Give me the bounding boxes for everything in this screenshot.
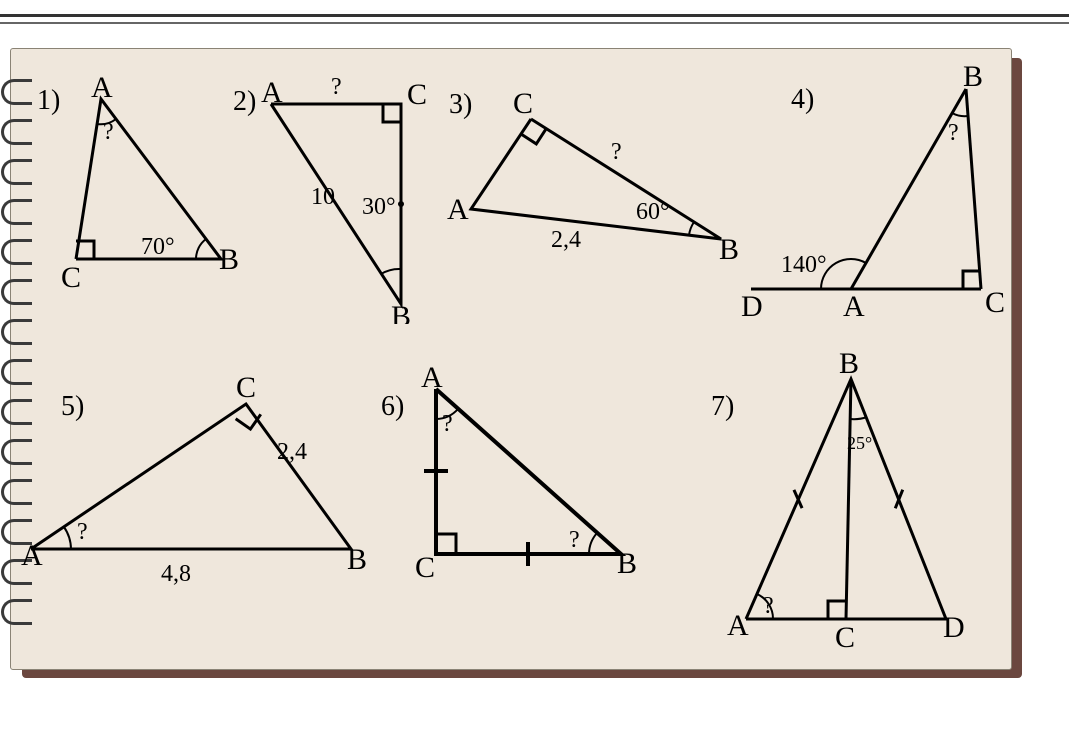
spiral-coil [1, 79, 32, 105]
worksheet-page: 1) A B C 70° ? 2) A C B ? [0, 0, 1069, 736]
problem-7-vertex-d: D [943, 611, 965, 644]
problem-6-vertex-a: A [421, 361, 443, 394]
problem-2-vertex-c: C [407, 78, 427, 111]
problem-6-right-angle-mark [436, 534, 456, 554]
problem-4-number: 4) [791, 84, 814, 115]
problem-4-side-bc [966, 89, 981, 289]
problem-4-angle-b-unknown: ? [948, 120, 959, 146]
problem-7-vertex-c: C [835, 621, 855, 649]
problem-6-vertex-c: C [415, 551, 435, 584]
problem-4-vertex-b: B [963, 64, 983, 93]
problem-5-vertex-c: C [236, 371, 256, 404]
problem-3-ab-value: 2,4 [551, 227, 581, 253]
problem-5-figure: 5) A B C ? 2,4 4,8 [21, 359, 381, 589]
problem-4-exterior-angle-value: 140° [781, 252, 827, 278]
problem-5-ab-value: 4,8 [161, 561, 191, 587]
problem-6-angle-b-unknown: ? [569, 527, 580, 553]
problem-3-vertex-b: B [719, 233, 739, 266]
problem-3-figure: 3) C A B ? 60° 2,4 [441, 69, 741, 269]
problem-5-vertex-b: B [347, 543, 367, 576]
spiral-coil [1, 239, 32, 265]
problem-4-figure: 4) D A C B 140° ? [741, 64, 1011, 324]
problem-6-angle-a-unknown: ? [442, 411, 453, 437]
problem-5-cb-value: 2,4 [277, 439, 307, 465]
problem-1-vertex-a: A [91, 71, 113, 104]
problem-4-right-angle-mark [963, 271, 981, 289]
problem-6-angle-b-arc [589, 533, 597, 554]
problem-2-figure: 2) A C B ? 10 30° [231, 64, 451, 324]
problem-2-ac-unknown: ? [331, 74, 342, 100]
problem-7-angle-b-arc [850, 417, 867, 419]
problem-2-ab-value: 10 [311, 184, 335, 210]
problem-3-triangle [471, 119, 721, 239]
problem-3-vertex-c: C [513, 87, 533, 120]
problem-3-right-angle-mark [521, 119, 546, 144]
problem-2-angle-b-arc [381, 269, 401, 274]
problem-4-vertex-a: A [843, 290, 865, 323]
problem-2-dot [398, 201, 404, 207]
problem-3-cb-unknown: ? [611, 139, 622, 165]
problem-6-triangle [436, 389, 621, 554]
problem-2-vertex-a: A [261, 76, 283, 109]
problem-7-vertex-a: A [727, 609, 749, 642]
problem-4-vertex-c: C [985, 286, 1005, 319]
problem-4-vertex-d: D [741, 290, 763, 323]
problem-5-number: 5) [61, 391, 84, 422]
problem-5-vertex-a: A [21, 539, 43, 572]
problem-4-angle-b-arc [952, 113, 968, 116]
problem-3-angle-b-arc [689, 222, 694, 235]
problem-7-right-angle-mark [828, 601, 846, 619]
document-top-rule [0, 14, 1069, 17]
problem-1-number: 1) [37, 85, 60, 116]
problem-6-number: 6) [381, 391, 404, 422]
spiral-coil [1, 159, 32, 185]
problem-7-angle-a-unknown: ? [763, 593, 774, 619]
spiral-coil [1, 279, 32, 305]
problem-1-angle-b-arc [196, 239, 206, 259]
problem-3-angle-b-value: 60° [636, 199, 670, 225]
problem-2-number: 2) [233, 86, 256, 117]
problem-2-right-angle-mark [383, 104, 401, 122]
spiral-coil [1, 599, 32, 625]
problem-3-vertex-a: A [447, 193, 469, 226]
document-top-rule-secondary [0, 22, 1069, 24]
problem-7-vertex-b: B [839, 349, 859, 380]
problem-7-figure: 7) A D B C 25° ? [711, 349, 981, 649]
problem-5-angle-a-unknown: ? [77, 519, 88, 545]
problem-1-figure: 1) A B C 70° ? [31, 69, 251, 289]
spiral-coil [1, 119, 32, 145]
spiral-coil [1, 319, 32, 345]
spiral-coil [1, 199, 32, 225]
problem-6-figure: 6) A C B ? ? [381, 359, 641, 589]
problem-7-angle-b-value: 25° [847, 433, 872, 453]
problem-7-number: 7) [711, 391, 734, 422]
problem-3-number: 3) [449, 89, 472, 120]
problem-1-vertex-c: C [61, 261, 81, 289]
problem-5-angle-a-arc [64, 527, 71, 549]
problem-1-angle-b-value: 70° [141, 234, 175, 260]
problem-1-angle-a-unknown: ? [103, 119, 114, 145]
problem-2-angle-b-value: 30° [362, 194, 396, 220]
problem-7-altitude [846, 379, 851, 619]
problem-4-side-ab [851, 89, 966, 289]
problem-2-vertex-b: B [391, 300, 411, 324]
problem-6-vertex-b: B [617, 547, 637, 580]
notebook-sheet: 1) A B C 70° ? 2) A C B ? [10, 48, 1012, 670]
